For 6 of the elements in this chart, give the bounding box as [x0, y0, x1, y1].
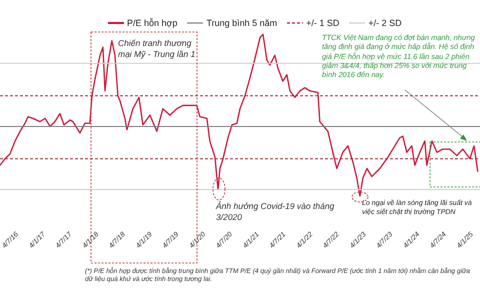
legend-label: P/E hỗn hợp — [127, 18, 178, 28]
legend-label: Trung bình 5 năm — [206, 18, 278, 28]
legend-label: +/- 1 SD — [306, 18, 340, 28]
legend-label: +/- 2 SD — [368, 18, 402, 28]
annotation: Chiến tranh thương mại Mỹ - Trung lần 1 — [118, 38, 196, 60]
text: Ảnh hưởng Covid-19 vào tháng 3/2020 — [216, 201, 336, 222]
